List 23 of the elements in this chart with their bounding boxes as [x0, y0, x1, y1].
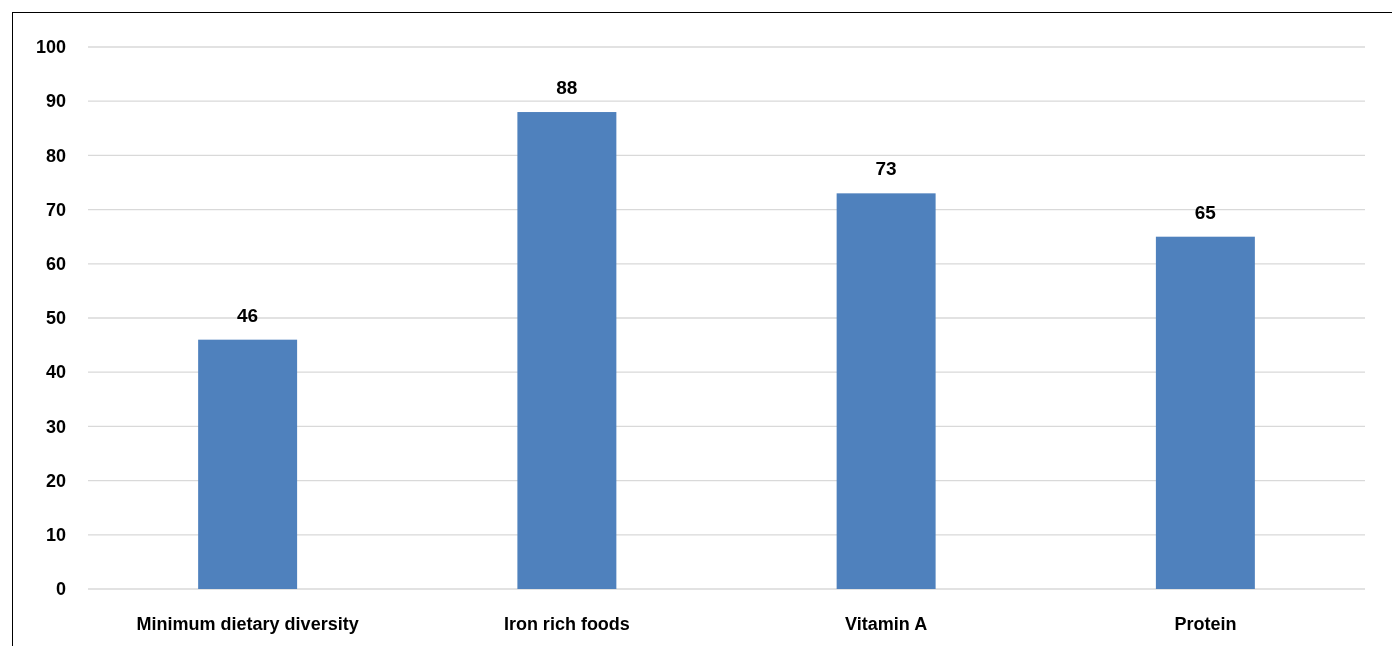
data-label: 88: [556, 77, 578, 99]
y-tick-label: 30: [45, 416, 66, 437]
data-label: 65: [1194, 201, 1217, 223]
x-tick-label: Iron rich foods: [503, 613, 630, 634]
y-tick-label: 50: [45, 308, 66, 329]
y-tick-label: 80: [45, 145, 66, 166]
y-tick-label: 40: [45, 362, 66, 383]
data-label: 73: [875, 158, 897, 180]
data-label: 46: [237, 304, 259, 326]
y-tick-label: 100: [35, 37, 66, 58]
x-tick-label: Vitamin A: [845, 613, 928, 634]
y-tick-label: 60: [45, 254, 66, 275]
y-tick-label: 70: [45, 199, 66, 220]
bar: [198, 339, 298, 589]
x-tick-label: Protein: [1174, 613, 1237, 634]
y-tick-label: 90: [45, 91, 66, 112]
y-tick-label: 20: [45, 470, 66, 491]
bar: [517, 112, 617, 589]
bar: [836, 193, 936, 589]
x-tick-label: Minimum dietary diversity: [136, 613, 359, 634]
y-tick-label: 0: [55, 579, 66, 600]
y-tick-label: 10: [45, 525, 66, 546]
bar: [1155, 236, 1255, 589]
